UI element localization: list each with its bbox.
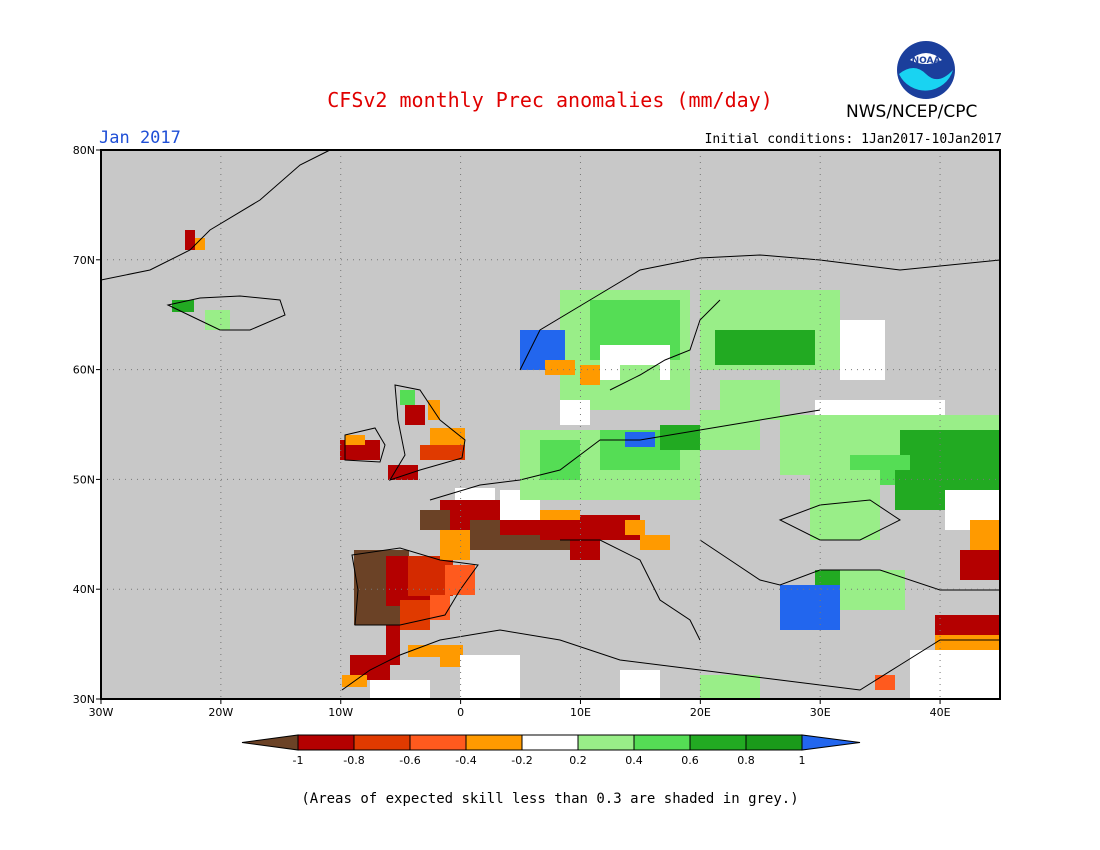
lon-label: 20W: [208, 706, 233, 719]
colorbar-label: 0.6: [681, 754, 699, 767]
colorbar-arrow-low: [241, 734, 299, 751]
lon-label: 30E: [810, 706, 831, 719]
lon-label: 0: [457, 706, 464, 719]
colorbar-label: 0.8: [737, 754, 755, 767]
lat-label: 40N: [73, 583, 95, 596]
initial-conditions: Initial conditions: 1Jan2017-10Jan2017: [704, 132, 1002, 147]
lat-label: 60N: [73, 364, 95, 377]
colorbar-segment: [521, 734, 579, 751]
colorbar-segment: [577, 734, 635, 751]
map-frame: [100, 149, 1001, 700]
colorbar-label: 0.2: [569, 754, 587, 767]
lon-label: 10E: [570, 706, 591, 719]
colorbar-segment: [465, 734, 523, 751]
colorbar-label: -0.2: [511, 754, 532, 767]
skill-footnote: (Areas of expected skill less than 0.3 a…: [301, 791, 799, 807]
colorbar-label: -0.4: [455, 754, 476, 767]
colorbar-segment: [297, 734, 355, 751]
colorbar: -1 -0.8 -0.6 -0.4 -0.2 0.2 0.4 0.6 0.8 1: [241, 734, 861, 767]
lon-label: 30W: [89, 706, 114, 719]
colorbar-label: 0.4: [625, 754, 643, 767]
latitude-labels: 80N 70N 60N 50N 40N 30N: [73, 144, 101, 706]
lat-label: 80N: [73, 144, 95, 157]
anomaly-fields: [172, 230, 1000, 699]
colorbar-label: -0.8: [343, 754, 364, 767]
colorbar-arrow-high: [801, 734, 861, 751]
colorbar-segment: [353, 734, 411, 751]
colorbar-segment: [409, 734, 467, 751]
colorbar-label: -0.6: [399, 754, 420, 767]
lon-label: 10W: [328, 706, 353, 719]
lat-label: 30N: [73, 693, 95, 706]
agency-label: NWS/NCEP/CPC: [846, 102, 978, 122]
colorbar-label: -1: [293, 754, 304, 767]
colorbar-label: 1: [799, 754, 806, 767]
colorbar-segment: [745, 734, 803, 751]
turkey-wet: [780, 585, 840, 630]
lon-label: 40E: [930, 706, 951, 719]
lat-label: 70N: [73, 254, 95, 267]
lat-label: 50N: [73, 473, 95, 486]
colorbar-segment: [633, 734, 691, 751]
forecast-month: Jan 2017: [99, 128, 181, 148]
lon-label: 20E: [690, 706, 711, 719]
noaa-logo: NOAA: [897, 41, 955, 99]
map-title: CFSv2 monthly Prec anomalies (mm/day): [327, 88, 773, 112]
colorbar-segment: [689, 734, 747, 751]
logo-text: NOAA: [912, 56, 941, 66]
longitude-labels: 30W 20W 10W 0 10E 20E 30E 40E: [89, 699, 951, 719]
